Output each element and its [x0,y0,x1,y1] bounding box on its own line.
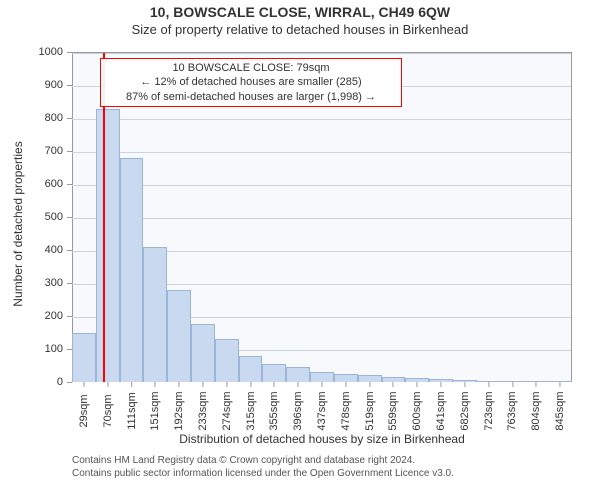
y-tick: 200 [1,310,72,322]
x-tick-mark [369,382,370,387]
y-axis: 01002003004005006007008009001000 [0,52,72,382]
gridline [72,119,571,120]
x-tick-mark [512,382,513,387]
gridline [72,185,571,186]
x-tick-mark [155,382,156,387]
chart-title: 10, BOWSCALE CLOSE, WIRRAL, CH49 6QW [0,4,600,20]
x-axis: 29sqm70sqm111sqm151sqm192sqm233sqm274sqm… [72,382,572,432]
x-tick-mark [393,382,394,387]
histogram-bar [215,339,239,382]
gridline [72,53,571,54]
annotation-line3: 87% of semi-detached houses are larger (… [107,90,395,104]
histogram-bar [286,367,310,382]
histogram-bar [96,109,120,382]
x-tick-mark [274,382,275,387]
x-tick-mark [441,382,442,387]
footer: Contains HM Land Registry data © Crown c… [72,454,454,480]
footer-line1: Contains HM Land Registry data © Crown c… [72,454,454,467]
histogram-bar [72,333,96,383]
x-tick-label: 845sqm [554,391,566,430]
y-tick-label: 800 [1,112,67,124]
y-tick-label: 300 [1,277,67,289]
histogram-bar [191,324,215,382]
histogram-bar [334,374,358,382]
footer-line2: Contains public sector information licen… [72,467,454,480]
histogram-bar [167,290,191,382]
x-tick-mark [250,382,251,387]
y-tick-label: 900 [1,79,67,91]
y-tick-label: 400 [1,244,67,256]
x-tick-mark [83,382,84,387]
y-tick: 300 [1,277,72,289]
x-tick-mark [560,382,561,387]
annotation-line1: 10 BOWSCALE CLOSE: 79sqm [107,61,395,75]
histogram-bar [310,372,334,382]
y-tick-label: 1000 [1,46,67,58]
y-tick-label: 0 [1,376,67,388]
x-tick-mark [464,382,465,387]
x-tick-mark [321,382,322,387]
gridline [72,218,571,219]
y-tick: 0 [1,376,72,388]
y-tick: 700 [1,145,72,157]
y-tick: 100 [1,343,72,355]
x-tick-mark [131,382,132,387]
histogram-bar [120,158,144,382]
y-tick-label: 600 [1,178,67,190]
y-tick: 400 [1,244,72,256]
annotation-box: 10 BOWSCALE CLOSE: 79sqm ← 12% of detach… [100,58,402,107]
x-tick-mark [226,382,227,387]
x-tick-mark [298,382,299,387]
y-tick-label: 500 [1,211,67,223]
annotation-line2: ← 12% of detached houses are smaller (28… [107,75,395,89]
y-tick: 900 [1,79,72,91]
x-tick-mark [202,382,203,387]
histogram-bar [143,247,167,382]
x-tick: 845sqm [541,382,580,417]
chart-container: { "title": "10, BOWSCALE CLOSE, WIRRAL, … [0,4,600,504]
x-tick-mark [179,382,180,387]
histogram-bar [262,364,286,382]
chart-subtitle: Size of property relative to detached ho… [0,22,600,37]
y-tick-label: 100 [1,343,67,355]
histogram-bar [239,356,263,382]
x-tick-mark [536,382,537,387]
x-tick-mark [488,382,489,387]
x-tick-mark [345,382,346,387]
x-tick-mark [107,382,108,387]
x-tick-label: 29sqm [78,394,90,427]
gridline [72,152,571,153]
y-tick: 800 [1,112,72,124]
x-tick-mark [417,382,418,387]
histogram-bar [358,375,382,382]
y-tick-label: 700 [1,145,67,157]
x-axis-label: Distribution of detached houses by size … [72,432,572,446]
y-tick: 600 [1,178,72,190]
y-tick: 1000 [1,46,72,58]
y-tick: 500 [1,211,72,223]
y-tick-label: 200 [1,310,67,322]
